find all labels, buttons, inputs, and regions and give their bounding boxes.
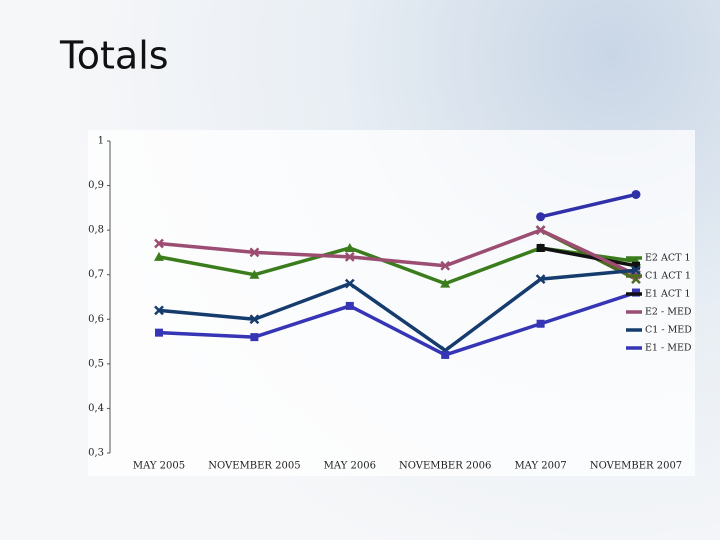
marker bbox=[535, 225, 546, 236]
y-tick-label: 0,8 bbox=[88, 225, 104, 236]
marker bbox=[249, 247, 260, 258]
marker bbox=[441, 350, 450, 359]
marker bbox=[344, 278, 355, 289]
marker bbox=[536, 319, 545, 328]
legend-label: C1 - MED bbox=[645, 325, 692, 336]
marker bbox=[631, 265, 641, 276]
y-tick-label: 0,3 bbox=[88, 448, 104, 459]
marker bbox=[249, 269, 260, 279]
y-tick-label: 0,4 bbox=[88, 403, 104, 414]
marker bbox=[345, 301, 354, 310]
marker bbox=[536, 243, 545, 252]
x-tick-label: MAY 2006 bbox=[324, 461, 376, 472]
legend-label: E2 - MED bbox=[645, 307, 692, 318]
series-line bbox=[158, 290, 637, 357]
series-line bbox=[540, 246, 637, 268]
marker bbox=[535, 274, 546, 285]
legend-label: E2 ACT 1 bbox=[645, 253, 691, 264]
y-tick-label: 0,6 bbox=[88, 314, 104, 325]
marker bbox=[154, 251, 164, 261]
marker bbox=[344, 242, 355, 252]
legend-label: C1 ACT 1 bbox=[645, 271, 691, 282]
marker bbox=[632, 261, 640, 270]
x-tick-label: NOVEMBER 2005 bbox=[208, 461, 300, 472]
marker bbox=[344, 252, 355, 262]
x-tick-label: MAY 2007 bbox=[514, 461, 566, 472]
y-tick-label: 0,9 bbox=[88, 180, 104, 191]
marker bbox=[440, 260, 451, 271]
y-tick-label: 0,5 bbox=[88, 358, 104, 369]
x-tick-label: MAY 2005 bbox=[133, 461, 185, 472]
legend-label: E1 - MED bbox=[645, 343, 692, 354]
marker bbox=[631, 189, 641, 199]
marker bbox=[250, 333, 259, 342]
marker bbox=[440, 278, 451, 288]
x-tick-label: NOVEMBER 2007 bbox=[590, 461, 682, 472]
marker bbox=[249, 314, 260, 325]
series-line bbox=[158, 268, 637, 353]
marker bbox=[154, 305, 164, 316]
legend-label: E1 ACT 1 bbox=[645, 289, 691, 300]
marker bbox=[536, 212, 546, 222]
chart-area bbox=[88, 130, 695, 476]
y-tick-label: 0,7 bbox=[88, 269, 104, 280]
series-line bbox=[540, 192, 637, 219]
x-tick-label: NOVEMBER 2006 bbox=[399, 461, 491, 472]
marker bbox=[154, 238, 164, 249]
y-tick-label: 1 bbox=[98, 136, 104, 147]
marker bbox=[155, 328, 163, 337]
series-line bbox=[158, 228, 637, 277]
slide-title: Totals bbox=[59, 34, 169, 78]
